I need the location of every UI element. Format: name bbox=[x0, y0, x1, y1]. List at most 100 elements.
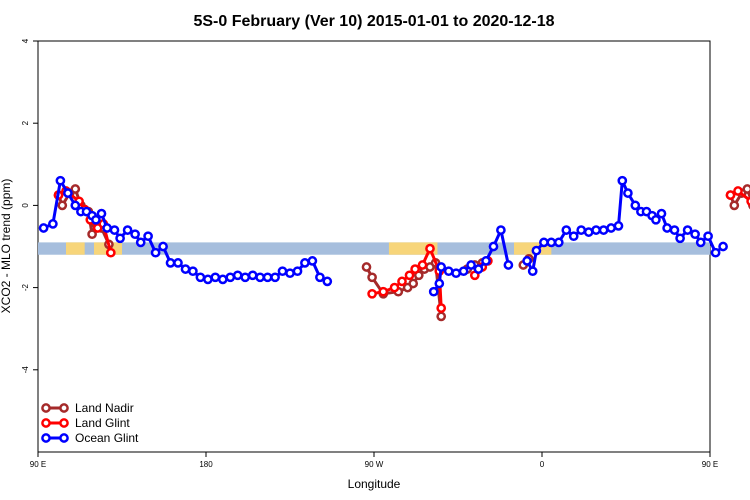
data-point-ocean-glint bbox=[561, 225, 572, 235]
data-point-land-nadir bbox=[57, 200, 68, 211]
data-point-land-nadir bbox=[87, 229, 97, 240]
data-point-ocean-glint bbox=[503, 260, 514, 270]
data-point-ocean-glint bbox=[277, 266, 288, 277]
legend-item-land-nadir: Land Nadir bbox=[41, 401, 134, 415]
data-point-ocean-glint bbox=[651, 214, 661, 225]
legend-item-ocean-glint: Ocean Glint bbox=[41, 431, 139, 445]
chart-title: 5S-0 February (Ver 10) 2015-01-01 to 202… bbox=[193, 13, 554, 30]
data-point-ocean-glint bbox=[322, 276, 333, 287]
data-point-ocean-glint bbox=[315, 272, 325, 283]
x-tick-label: 180 bbox=[199, 460, 213, 469]
legend-marker bbox=[59, 418, 69, 428]
data-point-land-nadir bbox=[361, 262, 372, 272]
data-point-land-nadir bbox=[367, 272, 377, 283]
data-point-ocean-glint bbox=[695, 237, 706, 248]
data-point-ocean-glint bbox=[109, 225, 120, 235]
x-tick-label: 0 bbox=[540, 460, 545, 469]
data-point-ocean-glint bbox=[165, 258, 176, 268]
data-point-ocean-glint bbox=[240, 272, 251, 283]
data-point-ocean-glint bbox=[96, 208, 107, 219]
legend-label: Land Nadir bbox=[75, 401, 134, 415]
data-point-ocean-glint bbox=[210, 272, 221, 283]
y-tick-label: 4 bbox=[21, 38, 30, 43]
series-layer bbox=[38, 175, 750, 322]
data-point-ocean-glint bbox=[48, 219, 58, 229]
data-point-ocean-glint bbox=[436, 262, 447, 272]
data-point-land-nadir bbox=[70, 184, 81, 194]
data-point-ocean-glint bbox=[38, 223, 49, 233]
data-point-ocean-glint bbox=[527, 266, 538, 277]
data-point-land-glint bbox=[417, 260, 428, 270]
data-point-land-glint bbox=[725, 190, 736, 200]
data-point-land-glint bbox=[410, 264, 420, 274]
series-ocean-glint bbox=[38, 175, 728, 297]
data-point-ocean-glint bbox=[217, 274, 228, 285]
data-point-ocean-glint bbox=[669, 225, 680, 235]
x-axis-label: Longitude bbox=[348, 477, 401, 491]
data-point-ocean-glint bbox=[247, 270, 258, 281]
data-point-ocean-glint bbox=[130, 229, 140, 240]
data-point-ocean-glint bbox=[232, 270, 243, 281]
x-tick-label: 90 E bbox=[30, 460, 46, 469]
data-point-ocean-glint bbox=[576, 225, 587, 235]
data-point-ocean-glint bbox=[307, 256, 318, 266]
legend-label: Land Glint bbox=[75, 416, 130, 430]
data-point-land-glint bbox=[733, 186, 743, 196]
data-point-ocean-glint bbox=[434, 278, 445, 289]
data-point-ocean-glint bbox=[143, 231, 153, 242]
data-point-ocean-glint bbox=[656, 208, 667, 219]
data-point-ocean-glint bbox=[617, 175, 628, 186]
y-tick-label: 0 bbox=[21, 203, 30, 208]
data-point-ocean-glint bbox=[522, 256, 532, 266]
data-point-ocean-glint bbox=[546, 237, 557, 248]
data-point-ocean-glint bbox=[173, 258, 183, 268]
data-point-ocean-glint bbox=[488, 241, 499, 252]
data-point-ocean-glint bbox=[466, 260, 476, 270]
legend-marker bbox=[41, 403, 51, 413]
legend-marker bbox=[59, 433, 69, 443]
data-point-ocean-glint bbox=[473, 264, 484, 274]
data-point-ocean-glint bbox=[203, 274, 213, 285]
x-tick-label: 90 E bbox=[702, 460, 718, 469]
data-point-ocean-glint bbox=[70, 200, 81, 211]
data-point-ocean-glint bbox=[598, 225, 609, 235]
data-point-ocean-glint bbox=[188, 266, 198, 277]
data-point-ocean-glint bbox=[158, 241, 168, 252]
data-point-ocean-glint bbox=[63, 188, 73, 198]
data-point-ocean-glint bbox=[451, 268, 461, 279]
data-point-land-nadir bbox=[742, 184, 750, 194]
data-point-land-nadir bbox=[436, 311, 447, 322]
data-point-land-glint bbox=[425, 243, 435, 254]
data-point-ocean-glint bbox=[606, 223, 616, 233]
data-point-ocean-glint bbox=[225, 272, 236, 283]
data-point-ocean-glint bbox=[150, 247, 161, 258]
data-point-ocean-glint bbox=[675, 233, 685, 244]
legend-marker bbox=[41, 433, 51, 443]
legend-label: Ocean Glint bbox=[75, 431, 139, 445]
data-point-ocean-glint bbox=[195, 272, 206, 283]
data-point-land-glint bbox=[105, 247, 116, 258]
land-strip-segment bbox=[66, 242, 85, 255]
data-point-ocean-glint bbox=[630, 200, 641, 211]
data-point-ocean-glint bbox=[285, 268, 295, 279]
x-tick-label: 90 W bbox=[365, 460, 384, 469]
data-point-ocean-glint bbox=[591, 225, 601, 235]
x-axis: 90 E 180 90 W 0 90 E bbox=[30, 452, 718, 469]
data-point-ocean-glint bbox=[531, 245, 542, 256]
data-point-ocean-glint bbox=[55, 175, 66, 186]
data-point-land-glint bbox=[378, 286, 389, 297]
data-point-land-glint bbox=[746, 196, 750, 207]
data-point-ocean-glint bbox=[568, 231, 579, 242]
data-point-ocean-glint bbox=[553, 237, 564, 248]
data-point-ocean-glint bbox=[428, 286, 439, 297]
y-tick-label: -2 bbox=[21, 283, 30, 291]
data-point-land-glint bbox=[436, 303, 447, 313]
y-tick-label: 2 bbox=[21, 120, 30, 125]
legend-marker bbox=[41, 418, 51, 428]
data-point-ocean-glint bbox=[662, 223, 672, 233]
series-line-land-nadir bbox=[729, 187, 750, 207]
legend-item-land-glint: Land Glint bbox=[41, 416, 130, 430]
data-point-land-glint bbox=[404, 270, 415, 281]
data-point-land-glint bbox=[397, 276, 407, 287]
